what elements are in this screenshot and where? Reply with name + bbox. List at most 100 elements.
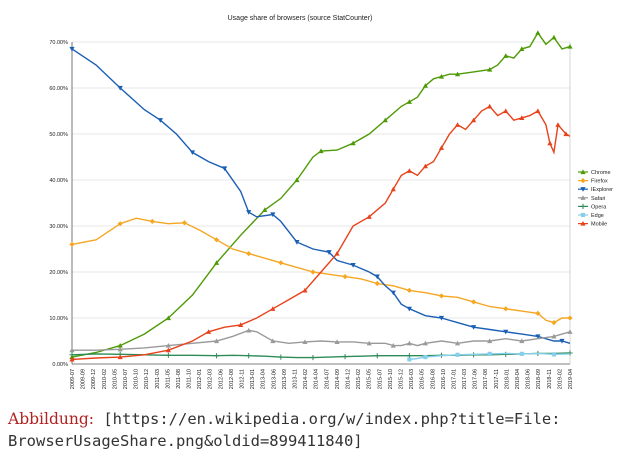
data-point [165,343,171,348]
data-point [555,122,561,127]
data-point [519,46,525,51]
series-firefox [69,217,573,326]
data-point [342,274,348,280]
data-point [406,168,412,173]
data-point [302,339,308,344]
x-tick-label: 2010-02 [102,369,108,389]
x-tick-label: 2011-05 [165,369,171,389]
legend-label: IExplorer [591,187,613,193]
legend-item-safari: Safari [578,195,605,202]
data-point [165,315,171,321]
data-point [374,274,380,280]
figure-caption: Abbildung: [https://en.wikipedia.org/w/i… [8,408,620,452]
data-point [580,212,586,218]
x-tick-label: 2011-08 [176,369,182,389]
x-tick-label: 2015-02 [356,369,362,389]
x-tick-label: 2019-02 [557,369,563,389]
data-point [406,306,412,312]
series-line [71,31,571,358]
x-tick-label: 2013-09 [282,369,288,389]
data-point [213,338,220,344]
data-point [563,131,569,137]
data-point [551,352,557,357]
data-point [213,353,220,359]
data-point [262,207,268,212]
data-point [350,263,356,268]
data-point [350,140,356,146]
data-point [438,315,445,321]
x-tick-label: 2012-01 [197,369,203,389]
data-point [503,306,509,312]
data-point [117,343,123,348]
x-tick-label: 2012-03 [208,369,214,389]
legend-label: Opera [591,204,607,210]
caption-separator: : [88,410,94,428]
data-point [487,103,493,109]
x-tick-label: 2012-11 [240,369,246,389]
data-point [454,71,461,77]
data-point [189,150,196,155]
data-point [390,186,396,192]
data-point [580,203,586,209]
data-point [519,351,524,356]
x-tick-label: 2018-04 [515,369,521,389]
data-point [406,287,412,293]
data-point [407,357,412,362]
data-point [334,339,340,344]
x-axis-ticks: 2009-07 2009-09 2009-12 2010-02 2010-05 2010-… [70,369,574,389]
x-tick-label: 2010-05 [112,369,118,389]
data-point [580,195,586,200]
data-point [165,352,171,358]
data-point [580,187,586,192]
data-point [222,166,228,172]
x-tick-label: 2013-04 [261,369,267,389]
x-tick-label: 2017-08 [483,369,489,389]
data-point [69,352,75,358]
data-point [559,338,565,344]
x-tick-label: 2017-06 [473,369,479,389]
data-point [455,352,460,357]
data-point [334,251,340,256]
data-point [390,343,396,348]
x-tick-label: 2013-06 [271,369,277,389]
data-point [382,117,388,123]
data-point [580,221,586,226]
data-point [580,169,586,175]
x-tick-label: 2016-03 [409,369,415,389]
grid-lines [71,41,571,365]
x-tick-label: 2013-01 [250,369,256,389]
y-tick-label: 0.00% [52,362,68,368]
data-point [117,354,123,360]
data-point [535,310,541,316]
data-point [246,327,252,333]
legend-item-firefox: Firefox [578,178,608,185]
x-tick-label: 2015-07 [377,369,383,389]
series-lines [69,30,573,362]
x-tick-label: 2014-09 [335,369,341,389]
y-axis-ticks: 0.00% 10.00% 20.00% 30.00% 40.00% 50.00% 60.00… [49,40,68,368]
legend-item-iexplorer: IExplorer [578,187,613,193]
data-point [246,353,252,359]
data-point [205,329,212,334]
data-point [278,354,284,360]
series-line [71,105,571,361]
x-tick-label: 2012-08 [229,369,235,389]
data-point [157,118,163,123]
data-point [567,350,573,356]
data-point [213,260,220,265]
data-point [294,240,300,245]
caption-link[interactable]: [https://en.wikipedia.org/w/index.php?ti… [8,410,561,450]
x-tick-label: 2019-04 [568,369,574,389]
data-point [374,353,380,359]
x-tick-label: 2013-11 [293,369,299,389]
data-point [117,85,123,91]
x-tick-label: 2009-09 [81,369,87,389]
browser-usage-chart: Usage share of browsers (source StatCoun… [49,15,613,389]
y-tick-label: 10.00% [49,316,68,322]
series-line [71,48,571,344]
data-point [423,355,428,360]
series-mobile [69,103,571,362]
y-tick-label: 30.00% [49,224,68,230]
x-tick-label: 2018-09 [536,369,542,389]
x-tick-label: 2010-07 [123,369,129,389]
